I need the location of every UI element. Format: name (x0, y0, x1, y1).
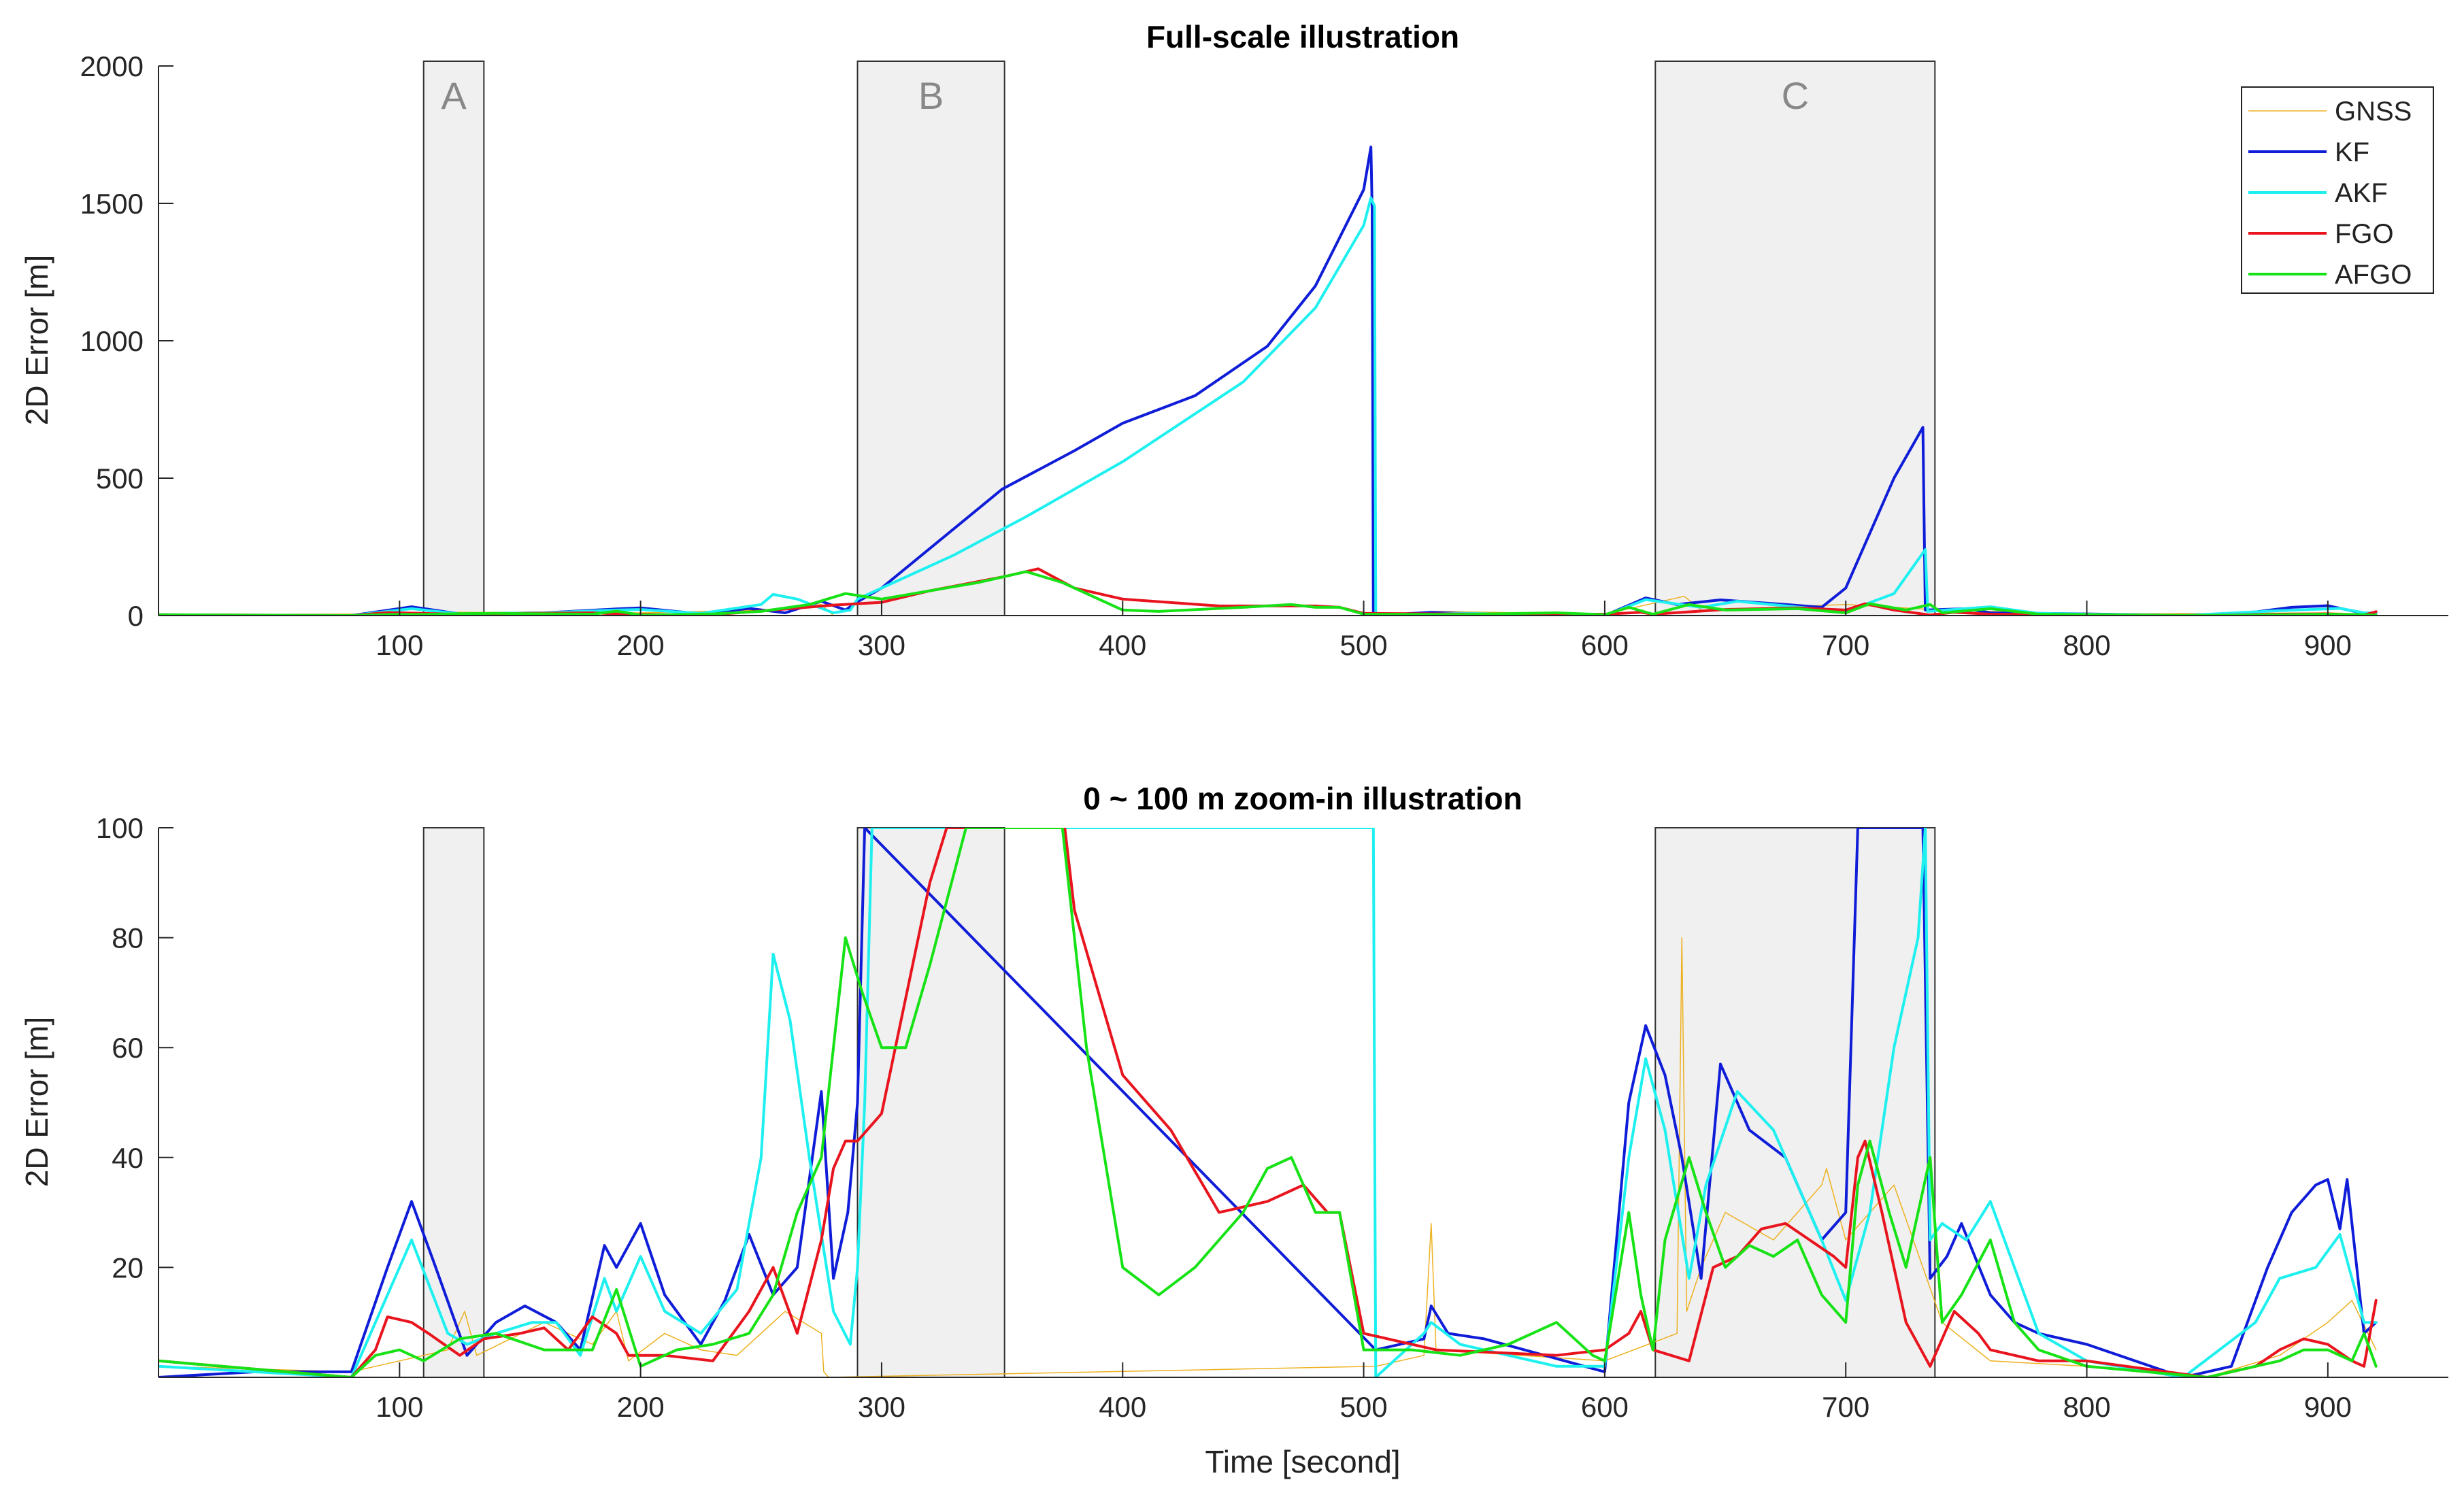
series-lines (159, 828, 2378, 1377)
axes: 100 200 300 400 500 600 700 800 900 20 40 60 80 100 (96, 812, 2448, 1423)
x-tick-label: 800 (2063, 629, 2110, 661)
y-tick-label: 20 (112, 1252, 144, 1283)
legend-label: AFGO (2335, 260, 2412, 290)
y-tick-label: 40 (112, 1142, 144, 1174)
chart-title: Full-scale illustration (1146, 19, 1459, 54)
series-line-akf (159, 828, 2378, 1377)
series-line-gnss (159, 937, 2377, 1377)
highlight-regions (422, 827, 1936, 1378)
x-tick-label: 700 (1822, 1391, 1869, 1423)
x-tick-label: 900 (2304, 629, 2352, 661)
region-label: A (441, 74, 467, 117)
x-tick-label: 400 (1099, 629, 1146, 661)
legend-item: AFGO (2248, 260, 2412, 290)
legend-box (2241, 86, 2434, 294)
x-tick-label: 100 (376, 629, 423, 661)
legend-item: AKF (2248, 178, 2388, 208)
x-tick-label: 200 (617, 629, 665, 661)
y-tick-label: 1000 (80, 325, 144, 357)
x-tick-label: 200 (617, 1391, 665, 1423)
x-tick-label: 500 (1340, 629, 1388, 661)
legend-label: AKF (2335, 178, 2388, 208)
series-lines (159, 146, 2378, 616)
axes: 100 200 300 400 500 600 700 800 900 0 500 1000 1500 2… (80, 50, 2448, 661)
series-line-akf (159, 196, 2378, 616)
y-tick-label: 500 (96, 463, 144, 494)
legend-label: FGO (2335, 219, 2394, 249)
shaded-region (422, 61, 485, 616)
highlight-regions: A B C (422, 61, 1936, 616)
x-tick-label: 300 (858, 1391, 905, 1423)
bottom-panel: 100 200 300 400 500 600 700 800 900 20 40 60 80 100 0… (19, 781, 2448, 1479)
series-line-kf (159, 828, 2378, 1377)
series-line-kf (159, 146, 2378, 616)
y-tick-label: 60 (112, 1032, 144, 1064)
y-axis-label: 2D Error [m] (19, 1017, 54, 1187)
x-tick-label: 600 (1581, 1391, 1629, 1423)
x-tick-label: 900 (2304, 1391, 2352, 1423)
region-label: C (1782, 74, 1809, 117)
y-tick-label: 80 (112, 922, 144, 954)
shaded-region (1654, 827, 1936, 1378)
y-axis-label: 2D Error [m] (19, 255, 54, 425)
series-line-afgo (159, 570, 2378, 616)
series-line-afgo (159, 828, 2378, 1377)
chart-title: 0 ~ 100 m zoom-in illustration (1083, 781, 1522, 816)
x-tick-label: 500 (1340, 1391, 1388, 1423)
y-tick-label: 1500 (80, 188, 144, 220)
series-line-fgo (159, 567, 2378, 616)
y-tick-label: 0 (128, 600, 144, 632)
series-line-fgo (159, 828, 2378, 1377)
x-axis-label: Time [second] (1205, 1444, 1400, 1479)
legend-item: GNSS (2248, 97, 2412, 127)
y-tick-label: 100 (96, 812, 144, 844)
legend: GNSS KF AKF FGO AFGO (2241, 86, 2434, 294)
y-tick-label: 2000 (80, 50, 144, 82)
x-tick-label: 300 (858, 629, 905, 661)
x-tick-label: 400 (1099, 1391, 1146, 1423)
x-tick-label: 100 (376, 1391, 423, 1423)
legend-label: GNSS (2335, 97, 2412, 127)
legend-item: FGO (2248, 219, 2394, 249)
x-tick-label: 800 (2063, 1391, 2110, 1423)
legend-label: KF (2335, 137, 2369, 167)
region-label: B (918, 74, 944, 117)
x-tick-label: 700 (1822, 629, 1869, 661)
legend-item: KF (2248, 137, 2369, 167)
x-tick-label: 600 (1581, 629, 1629, 661)
shaded-region (1654, 61, 1936, 616)
shaded-region (856, 827, 1005, 1378)
shaded-region (422, 827, 485, 1378)
shaded-region (856, 61, 1005, 616)
